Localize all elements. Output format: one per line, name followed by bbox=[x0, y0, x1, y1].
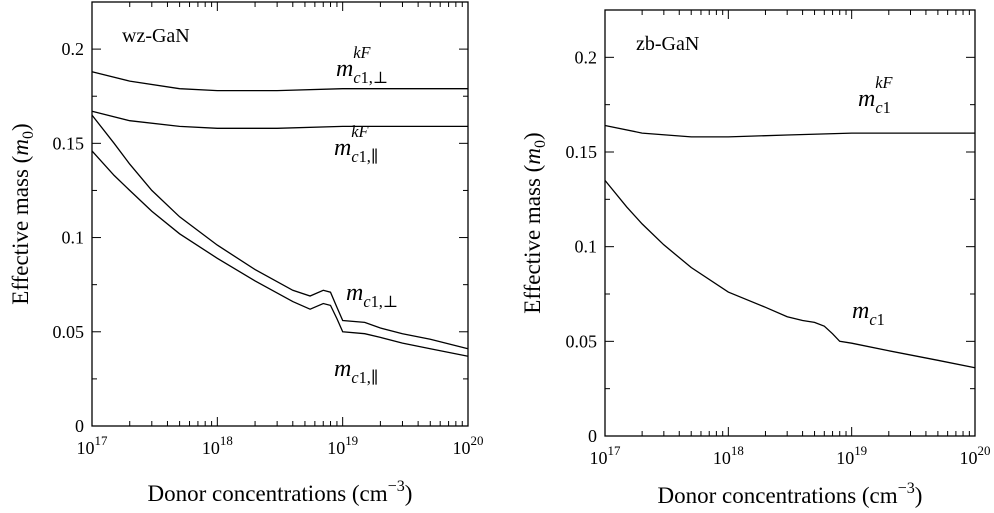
y-axis-label: Effective mass (m0) bbox=[8, 123, 37, 304]
series-line bbox=[91, 114, 469, 350]
x-tick-label: 1017 bbox=[77, 433, 108, 458]
series-label: mc1,∥ bbox=[334, 356, 378, 387]
y-tick-label: 0.05 bbox=[566, 331, 598, 351]
zb-gan-panel: 0 0.05 0.1 0.15 0.2 1017 1018 1019 1020 zb-GaN Eff… bbox=[520, 9, 991, 508]
series-line bbox=[91, 110, 468, 129]
series-line bbox=[604, 179, 976, 369]
series-line bbox=[604, 124, 975, 138]
x-tick-label: 1017 bbox=[590, 443, 621, 468]
x-axis-label: Donor concentrations (cm−3) bbox=[658, 480, 923, 508]
wz-gan-panel: 0 0.05 0.1 0.15 0.2 1017 1018 1019 1020 wz-GaN Eff… bbox=[8, 1, 484, 506]
x-tick-label: 1020 bbox=[453, 433, 484, 458]
series-label: mc1,∥ bbox=[334, 135, 378, 166]
series-label-superscript: kF bbox=[875, 73, 893, 92]
y-tick-label: 0 bbox=[588, 426, 597, 446]
x-tick-label: 1018 bbox=[202, 433, 233, 458]
plot-frame bbox=[91, 1, 469, 427]
series-line bbox=[91, 71, 468, 92]
series-line bbox=[91, 150, 469, 357]
plot-frame bbox=[604, 9, 976, 437]
y-tick-label: 0.2 bbox=[575, 47, 598, 67]
y-axis-label: Effective mass (m0) bbox=[520, 132, 549, 313]
series-label-superscript: kF bbox=[353, 43, 371, 62]
series-label-superscript: kF bbox=[351, 122, 369, 141]
y-tick-label: 0.05 bbox=[53, 322, 85, 342]
series-label: mc1 bbox=[858, 86, 891, 117]
panel-label: wz-GaN bbox=[122, 25, 190, 47]
x-tick-label: 1019 bbox=[836, 443, 867, 468]
series-label: mc1,⊥ bbox=[336, 56, 388, 87]
panel-label: zb-GaN bbox=[636, 33, 699, 55]
x-tick-label: 1020 bbox=[960, 443, 991, 468]
y-tick-label: 0 bbox=[75, 416, 84, 436]
y-tick-label: 0.1 bbox=[575, 237, 598, 257]
y-tick-label: 0.15 bbox=[53, 133, 85, 153]
y-tick-label: 0.15 bbox=[566, 142, 598, 162]
x-tick-label: 1018 bbox=[713, 443, 744, 468]
y-tick-label: 0.2 bbox=[62, 39, 85, 59]
x-axis-label: Donor concentrations (cm−3) bbox=[148, 478, 413, 506]
y-tick-label: 0.1 bbox=[62, 228, 85, 248]
series-label: mc1,⊥ bbox=[346, 280, 398, 311]
x-tick-label: 1019 bbox=[327, 433, 358, 458]
series-label: mc1 bbox=[852, 298, 885, 329]
